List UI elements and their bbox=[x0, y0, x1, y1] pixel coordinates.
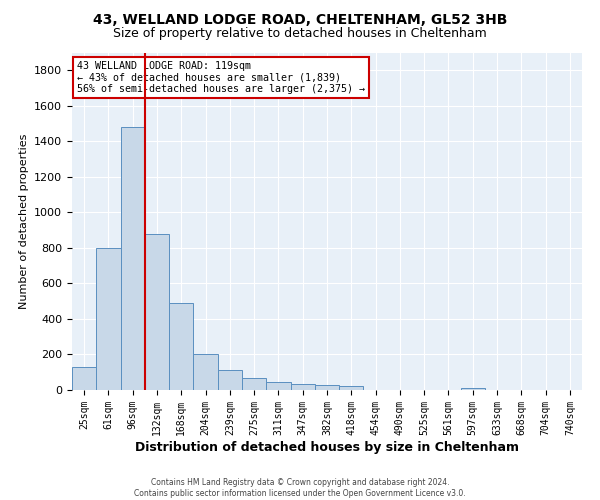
Text: Size of property relative to detached houses in Cheltenham: Size of property relative to detached ho… bbox=[113, 28, 487, 40]
Bar bbox=[339, 386, 364, 390]
Bar bbox=[145, 234, 169, 390]
Bar bbox=[121, 127, 145, 390]
Bar bbox=[266, 382, 290, 390]
Bar bbox=[315, 385, 339, 390]
Bar bbox=[72, 367, 96, 390]
Text: 43 WELLAND LODGE ROAD: 119sqm
← 43% of detached houses are smaller (1,839)
56% o: 43 WELLAND LODGE ROAD: 119sqm ← 43% of d… bbox=[77, 61, 365, 94]
Text: 43, WELLAND LODGE ROAD, CHELTENHAM, GL52 3HB: 43, WELLAND LODGE ROAD, CHELTENHAM, GL52… bbox=[93, 12, 507, 26]
Bar bbox=[242, 378, 266, 390]
Bar bbox=[193, 354, 218, 390]
Bar bbox=[290, 384, 315, 390]
Y-axis label: Number of detached properties: Number of detached properties bbox=[19, 134, 29, 309]
X-axis label: Distribution of detached houses by size in Cheltenham: Distribution of detached houses by size … bbox=[135, 440, 519, 454]
Bar bbox=[218, 370, 242, 390]
Bar bbox=[461, 388, 485, 390]
Bar bbox=[169, 303, 193, 390]
Text: Contains HM Land Registry data © Crown copyright and database right 2024.
Contai: Contains HM Land Registry data © Crown c… bbox=[134, 478, 466, 498]
Bar bbox=[96, 248, 121, 390]
